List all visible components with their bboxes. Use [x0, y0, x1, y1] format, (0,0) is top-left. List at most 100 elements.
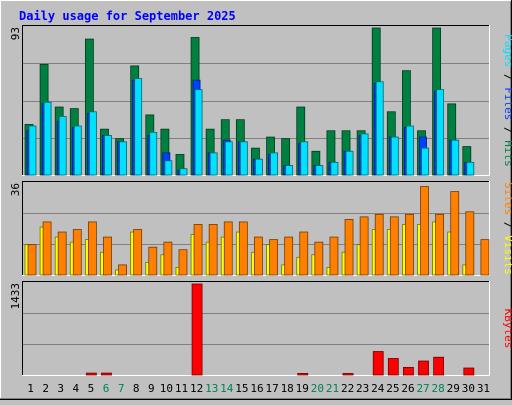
pages-bar: [43, 101, 52, 176]
pages-bar: [390, 136, 399, 176]
sites-bar: [208, 224, 218, 276]
sites-bar: [57, 231, 67, 276]
pages-bar: [330, 161, 339, 176]
pages-bar: [451, 139, 460, 176]
pages-bar: [270, 152, 278, 176]
sites-bar: [72, 229, 82, 276]
kbytes-bar: [342, 373, 354, 376]
pages-bar: [164, 160, 173, 176]
pages-bar: [315, 165, 324, 176]
day-label: 26: [401, 382, 414, 395]
day-label: 23: [356, 382, 369, 395]
sites-bar: [254, 236, 263, 276]
sites-bar: [284, 236, 294, 276]
sites-bar: [223, 221, 233, 276]
kbytes-bar: [191, 283, 203, 376]
legend-kbytes: KBytes: [502, 309, 512, 349]
pages-bar: [421, 147, 429, 176]
kbytes-bar: [463, 367, 475, 376]
sites-bar: [193, 224, 203, 276]
day-label: 27: [416, 382, 429, 395]
day-label: 11: [175, 382, 188, 395]
chart-title: Daily usage for September 2025: [19, 9, 236, 23]
pages-bar: [360, 133, 369, 176]
day-label: 3: [57, 382, 64, 395]
kbytes-bar: [101, 372, 112, 376]
day-label: 1: [27, 382, 34, 395]
sites-bar: [405, 213, 414, 276]
pages-bar: [255, 158, 263, 176]
sites-bar: [87, 221, 97, 276]
sites-bar: [389, 216, 399, 276]
day-label: 2: [42, 382, 49, 395]
sites-bar: [314, 241, 324, 276]
sites-bar: [480, 239, 490, 276]
day-label: 15: [235, 382, 248, 395]
sites-bar: [238, 221, 248, 276]
pages-bar: [73, 125, 82, 176]
kbytes-bar: [403, 366, 414, 376]
kbytes-bar: [297, 373, 309, 376]
pages-bar: [88, 111, 97, 176]
pages-bar: [149, 131, 158, 176]
sites-bar: [359, 216, 369, 276]
sites-bar: [420, 186, 429, 276]
day-label: 16: [250, 382, 263, 395]
kbytes-bar: [372, 351, 384, 376]
pages-bar: [58, 116, 67, 176]
sites-bar: [42, 221, 52, 276]
pages-bar: [345, 150, 354, 176]
day-label: 17: [265, 382, 278, 395]
pages-bar: [375, 81, 384, 176]
y-max-label: 93: [9, 27, 22, 40]
day-label: 22: [341, 382, 354, 395]
sites-bar: [329, 236, 339, 276]
day-label: 10: [160, 382, 173, 395]
pages-bar: [285, 165, 294, 176]
day-label: 24: [371, 382, 385, 395]
kbytes-bar: [418, 360, 429, 376]
sites-bar: [435, 213, 445, 276]
day-label: 29: [447, 382, 460, 395]
pages-bar: [466, 161, 475, 176]
pages-bar: [179, 168, 188, 176]
day-label: 9: [148, 382, 155, 395]
day-label: 31: [477, 382, 490, 395]
pages-bar: [239, 141, 248, 176]
y-max-label: 1433: [9, 283, 22, 310]
pages-bar: [104, 135, 112, 176]
y-max-label: 36: [9, 183, 22, 196]
plot-area-3: [22, 281, 490, 376]
pages-bar: [436, 89, 445, 176]
day-label: 28: [432, 382, 445, 395]
pages-bar: [224, 141, 233, 176]
day-label: 30: [462, 382, 475, 395]
legend-pages-files-hits: Pages / Files / Hits: [502, 34, 512, 167]
day-label: 20: [311, 382, 324, 395]
legend-sites-visits: Sites / Visits: [502, 182, 512, 275]
pages-bar: [209, 152, 218, 176]
sites-bar: [450, 191, 460, 276]
day-label: 4: [73, 382, 80, 395]
day-label: 7: [118, 382, 125, 395]
day-label: 21: [326, 382, 339, 395]
pages-bar: [194, 89, 203, 176]
pages-bar: [28, 125, 37, 176]
sites-bar: [374, 213, 384, 276]
day-label: 14: [220, 382, 234, 395]
day-label: 5: [88, 382, 95, 395]
pages-bar: [134, 78, 143, 176]
day-label: 25: [386, 382, 399, 395]
pages-bar: [300, 141, 309, 176]
day-label: 18: [281, 382, 294, 395]
sites-bar: [148, 246, 158, 276]
sites-bar: [465, 211, 475, 276]
sites-bar: [344, 218, 354, 276]
day-label: 12: [190, 382, 203, 395]
sites-bar: [27, 244, 37, 276]
sites-bar: [133, 229, 143, 276]
kbytes-bar: [85, 372, 97, 376]
sites-bar: [178, 249, 188, 276]
